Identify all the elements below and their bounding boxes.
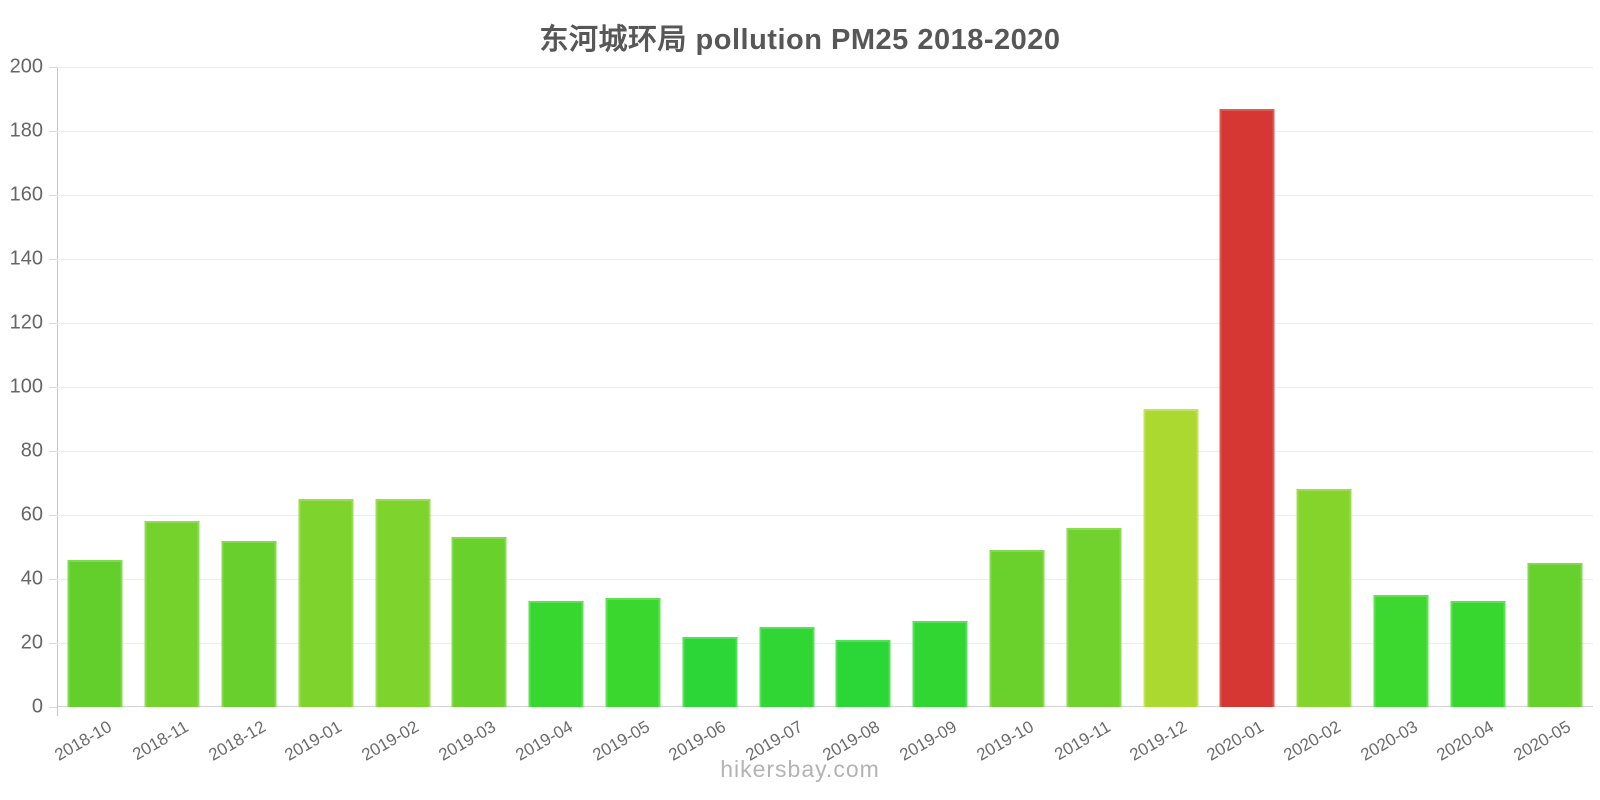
bar-group-2020-05: 2020-05 [1511, 67, 1593, 765]
bar-group-2020-01: 2020-01 [1203, 67, 1286, 765]
watermark-text: hikersbay.com [720, 756, 880, 782]
bar-2020-03[interactable] [1373, 595, 1429, 707]
bar-2020-04[interactable] [1450, 601, 1506, 707]
bar-group-2019-03: 2019-03 [435, 67, 518, 765]
bar-group-2019-08: 2019-08 [819, 67, 902, 765]
bar-2019-10[interactable] [989, 550, 1045, 707]
bar-group-2019-10: 2019-10 [973, 67, 1056, 765]
bar-2020-01[interactable] [1219, 108, 1275, 707]
bar-chart-plot-area: 0 20 40 60 80 100 120 140 160 180 200 2018-10 2018-… [10, 56, 1593, 765]
y-axis-tick-20 [49, 642, 57, 644]
bar-2019-11[interactable] [1066, 527, 1122, 707]
bar-group-2020-04: 2020-04 [1434, 67, 1516, 765]
bar-2019-07[interactable] [759, 627, 815, 707]
y-axis-tick-140 [49, 258, 57, 260]
y-axis-tick-0 [49, 706, 57, 708]
bar-2019-05[interactable] [605, 598, 661, 707]
y-axis-label-40: 40 [20, 567, 43, 590]
y-axis-tick-80 [49, 450, 57, 452]
gridline-60 [57, 514, 1593, 516]
bar-group-2019-09: 2019-09 [896, 67, 979, 765]
bar-2018-12[interactable] [221, 540, 277, 707]
bar-group-2018-11: 2018-11 [129, 67, 211, 764]
y-axis-tick-120 [49, 322, 57, 324]
bar-group-2019-01: 2019-01 [282, 67, 364, 765]
y-axis-label-100: 100 [9, 375, 43, 398]
y-axis-tick-40 [49, 578, 57, 580]
bar-group-2019-11: 2019-11 [1051, 67, 1132, 764]
y-axis-label-180: 180 [9, 119, 43, 142]
bar-2019-04[interactable] [528, 601, 584, 707]
gridline-140 [57, 258, 1593, 260]
bar-2019-08[interactable] [835, 639, 891, 707]
bar-group-2019-04: 2019-04 [512, 67, 595, 765]
y-axis-label-120: 120 [9, 311, 43, 334]
bar-group-2019-05: 2019-05 [589, 67, 672, 765]
y-axis-label-200: 200 [9, 55, 43, 78]
bar-2020-05[interactable] [1527, 563, 1583, 707]
gridline-20 [57, 642, 1593, 644]
y-axis-tick-200 [49, 66, 57, 68]
bar-group-2019-06: 2019-06 [666, 67, 748, 765]
bar-group-2019-07: 2019-07 [743, 67, 825, 765]
bar-group-2018-12: 2018-12 [205, 67, 288, 765]
bar-2019-12[interactable] [1143, 409, 1199, 707]
bar-2019-02[interactable] [375, 499, 431, 707]
bars-container: 2018-10 2018-11 2018-12 2019-01 2019-02 2019-… [51, 67, 1593, 765]
y-axis-label-20: 20 [20, 631, 43, 654]
bar-group-2019-12: 2019-12 [1127, 67, 1209, 765]
bar-group-2019-02: 2019-02 [359, 67, 441, 765]
bar-2018-10[interactable] [67, 559, 123, 707]
bar-2019-09[interactable] [912, 620, 968, 707]
gridline-160 [57, 194, 1593, 196]
bar-2018-11[interactable] [144, 521, 200, 707]
chart-title: 东河城环局 pollution PM25 2018-2020 [539, 24, 1061, 56]
y-axis-label-60: 60 [20, 503, 43, 526]
y-axis-tick-180 [49, 130, 57, 132]
y-axis-label-160: 160 [9, 183, 43, 206]
bar-group-2020-02: 2020-02 [1280, 67, 1363, 765]
y-axis-tick-100 [49, 386, 57, 388]
y-axis-tick-60 [49, 514, 57, 516]
y-axis-label-0: 0 [31, 695, 43, 718]
bar-2019-06[interactable] [682, 636, 738, 707]
gridline-100 [57, 386, 1593, 388]
bar-2019-01[interactable] [298, 499, 354, 707]
y-axis-label-80: 80 [20, 439, 43, 462]
bar-group-2020-03: 2020-03 [1357, 67, 1440, 765]
gridline-80 [57, 450, 1593, 452]
gridline-200 [57, 66, 1593, 68]
y-axis-label-140: 140 [9, 247, 43, 270]
gridline-180 [57, 130, 1593, 132]
gridline-120 [57, 322, 1593, 324]
gridline-40 [57, 578, 1593, 580]
y-axis-tick-160 [49, 194, 57, 196]
bar-2019-03[interactable] [451, 537, 507, 707]
bar-group-2018-10: 2018-10 [51, 67, 134, 765]
bar-2020-02[interactable] [1296, 489, 1352, 707]
